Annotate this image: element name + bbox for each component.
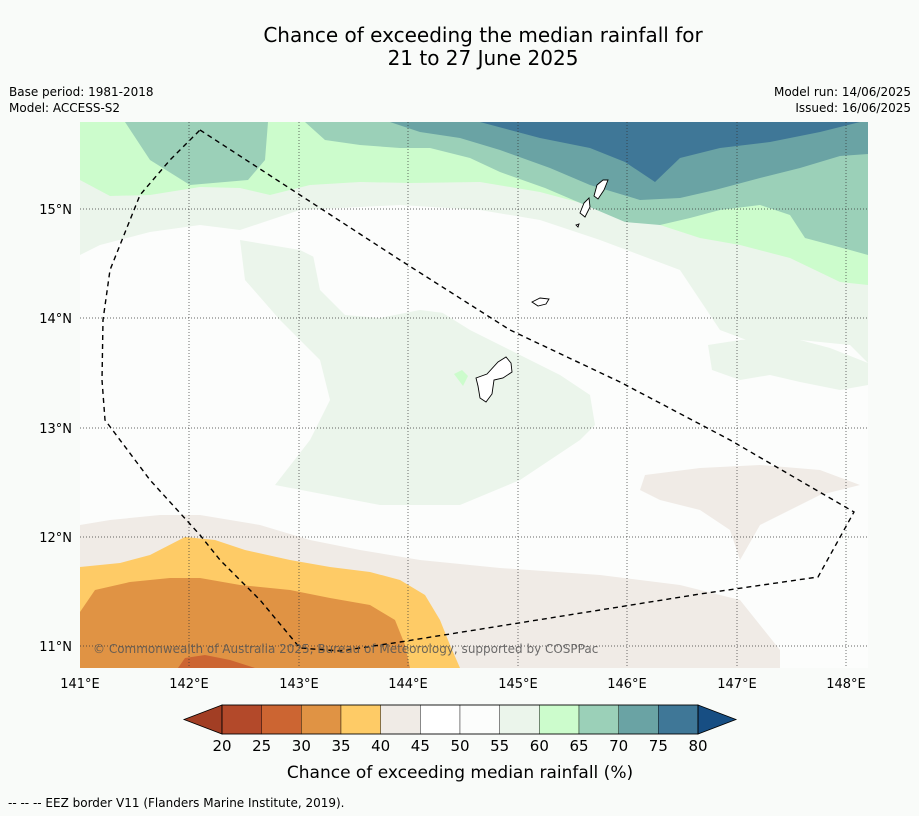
model-run: Model run: 14/06/2025 (773, 85, 911, 99)
colorbar-tick-label: 35 (331, 737, 350, 755)
colorbar-label: Chance of exceeding median rainfall (%) (287, 763, 633, 783)
colorbar-swatch (578, 704, 619, 735)
lon-label: 144°E (388, 677, 428, 692)
gridlines (80, 122, 868, 668)
colorbar-tick-label: 60 (530, 737, 549, 755)
fill-55-60-central (240, 240, 595, 505)
colorbar-swatch (618, 704, 659, 735)
tinian-island (579, 197, 591, 218)
colorbar-swatch (499, 704, 540, 735)
aguijan-island (575, 223, 580, 228)
colorbar-tick-label: 40 (371, 737, 390, 755)
colorbar-tick-label: 55 (490, 737, 509, 755)
colorbar-swatch (261, 704, 302, 735)
colorbar-swatch (420, 704, 461, 735)
fill-45-50-east (640, 465, 860, 560)
colorbar-swatch (340, 704, 381, 735)
colorbar-tick-label: 80 (688, 737, 707, 755)
lon-label: 141°E (60, 677, 100, 692)
colorbar-swatch (380, 704, 421, 735)
colorbar-tick-label: 75 (649, 737, 668, 755)
lon-label: 145°E (498, 677, 538, 692)
fill-30-35 (80, 578, 410, 668)
eez-footer-note: -- -- -- EEZ border V11 (Flanders Marine… (8, 796, 345, 810)
colorbar-outline (221, 704, 699, 735)
copyright-notice: © Commonwealth of Australia 2025, Bureau… (93, 642, 598, 656)
guam-island (475, 356, 513, 403)
colorbar-tick-label: 25 (252, 737, 271, 755)
lon-label: 142°E (169, 677, 209, 692)
map-title-line2: 21 to 27 June 2025 (387, 46, 579, 70)
colorbar-arrow-low (182, 704, 223, 735)
colorbar-swatch (658, 704, 699, 735)
map-plot-area (80, 122, 868, 668)
fill-60-65-patch (454, 370, 468, 386)
lat-labels: 15°N 14°N 13°N 12°N 11°N (39, 203, 72, 655)
colorbar-swatch (301, 704, 342, 735)
rainfall-map: 15°N 14°N 13°N 12°N 11°N 141°E 142°E 143… (39, 122, 868, 783)
lat-label: 14°N (39, 312, 72, 327)
lon-labels: 141°E 142°E 143°E 144°E 145°E 146°E 147°… (60, 677, 866, 692)
rota-island (531, 297, 550, 307)
colorbar-tick-label: 65 (569, 737, 588, 755)
island-outlines (475, 179, 609, 403)
fill-55-60-east-patch (708, 338, 868, 390)
lon-label: 148°E (826, 677, 866, 692)
colorbar-tick-label: 45 (411, 737, 430, 755)
colorbar-tick-label: 30 (292, 737, 311, 755)
issued-date: Issued: 16/06/2025 (795, 101, 911, 115)
colorbar-tick-label: 20 (212, 737, 231, 755)
colorbar: 20 25 30 35 40 45 50 55 60 65 70 75 80 (182, 704, 738, 755)
colorbar-swatch (221, 704, 262, 735)
lon-label: 146°E (607, 677, 647, 692)
colorbar-tick-label: 50 (450, 737, 469, 755)
saipan-island (593, 179, 609, 200)
eez-border (101, 129, 855, 652)
lat-label: 15°N (39, 203, 72, 218)
lon-label: 143°E (279, 677, 319, 692)
colorbar-arrow-high (697, 704, 738, 735)
map-title-line1: Chance of exceeding the median rainfall … (263, 23, 703, 47)
colorbar-tick-label: 70 (609, 737, 628, 755)
lon-label: 147°E (717, 677, 757, 692)
lat-label: 11°N (39, 640, 72, 655)
base-period: Base period: 1981-2018 (9, 85, 154, 99)
model-name: Model: ACCESS-S2 (9, 101, 121, 115)
fill-25-30 (178, 655, 255, 668)
fill-50-55-inner (310, 215, 600, 325)
fill-75-80 (480, 122, 860, 182)
colorbar-swatch (459, 704, 500, 735)
lat-label: 12°N (39, 531, 72, 546)
lat-label: 13°N (39, 422, 72, 437)
colorbar-swatch (539, 704, 580, 735)
